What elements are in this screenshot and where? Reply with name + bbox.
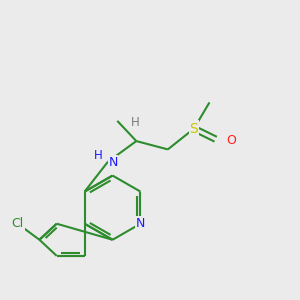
Text: Cl: Cl <box>12 217 24 230</box>
Text: H: H <box>130 116 139 129</box>
Text: N: N <box>108 156 118 169</box>
Text: S: S <box>190 122 198 136</box>
Text: N: N <box>136 217 145 230</box>
Text: H: H <box>94 149 102 162</box>
Text: O: O <box>226 134 236 147</box>
